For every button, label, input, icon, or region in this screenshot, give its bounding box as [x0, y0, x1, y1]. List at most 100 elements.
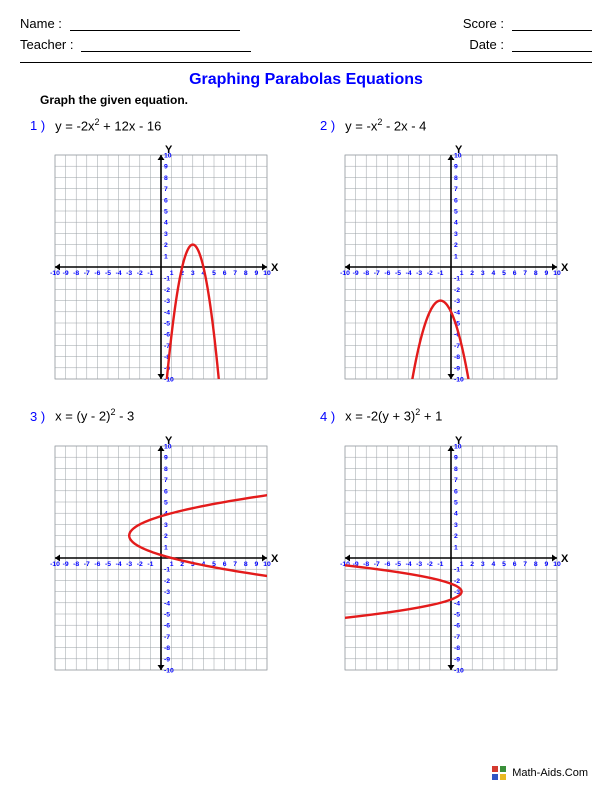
score-line[interactable] [512, 17, 592, 31]
svg-text:6: 6 [164, 198, 168, 205]
header-row-1: Name : Score : [20, 16, 592, 31]
score-label: Score : [463, 16, 504, 31]
equation-row: 4 ) x = -2(y + 3)2 + 1 [320, 407, 586, 423]
svg-text:-1: -1 [454, 566, 460, 573]
svg-text:8: 8 [454, 466, 458, 473]
coordinate-grid: -10-9-8-7-6-5-4-3-2-112345678910-10-9-8-… [331, 432, 571, 684]
teacher-field: Teacher : [20, 37, 251, 52]
svg-text:7: 7 [454, 477, 458, 484]
svg-text:-1: -1 [437, 270, 443, 277]
svg-text:6: 6 [223, 561, 227, 568]
y-axis-label: Y [165, 435, 173, 447]
svg-text:-2: -2 [164, 578, 170, 585]
coordinate-grid: -10-9-8-7-6-5-4-3-2-112345678910-10-9-8-… [41, 141, 281, 393]
svg-text:-5: -5 [395, 561, 401, 568]
svg-text:4: 4 [492, 561, 496, 568]
svg-text:-4: -4 [116, 270, 122, 277]
problem-2: 2 ) y = -x2 - 2x - 4 -10-9-8-7-6-5-4-3-2… [316, 117, 586, 393]
equation-text: x = (y - 2)2 - 3 [55, 407, 134, 423]
svg-text:5: 5 [212, 270, 216, 277]
svg-text:-9: -9 [353, 270, 359, 277]
svg-text:-5: -5 [105, 561, 111, 568]
coordinate-grid: -10-9-8-7-6-5-4-3-2-112345678910-10-9-8-… [331, 141, 571, 393]
svg-text:7: 7 [164, 477, 168, 484]
svg-text:-8: -8 [454, 645, 460, 652]
svg-text:-9: -9 [164, 656, 170, 663]
svg-text:-6: -6 [94, 270, 100, 277]
svg-text:-6: -6 [94, 561, 100, 568]
y-axis-label: Y [165, 144, 173, 156]
svg-text:4: 4 [164, 220, 168, 227]
svg-text:5: 5 [454, 209, 458, 216]
svg-text:-3: -3 [126, 270, 132, 277]
svg-text:4: 4 [454, 220, 458, 227]
svg-text:9: 9 [255, 561, 259, 568]
svg-text:3: 3 [454, 522, 458, 529]
svg-text:-3: -3 [454, 298, 460, 305]
svg-text:4: 4 [454, 510, 458, 517]
svg-text:-9: -9 [454, 366, 460, 373]
svg-text:4: 4 [492, 270, 496, 277]
footer: Math-Aids.Com [492, 766, 588, 780]
svg-text:3: 3 [481, 270, 485, 277]
svg-text:5: 5 [164, 499, 168, 506]
svg-text:7: 7 [233, 270, 237, 277]
footer-logo-icon [492, 766, 506, 780]
problem-3: 3 ) x = (y - 2)2 - 3 -10-9-8-7-6-5-4-3-2… [26, 407, 296, 683]
svg-text:-2: -2 [454, 287, 460, 294]
problem-number: 4 ) [320, 409, 335, 424]
teacher-line[interactable] [81, 38, 251, 52]
svg-text:3: 3 [454, 231, 458, 238]
svg-text:10: 10 [553, 270, 561, 277]
svg-text:-7: -7 [84, 270, 90, 277]
svg-text:-9: -9 [63, 561, 69, 568]
svg-text:6: 6 [454, 198, 458, 205]
svg-text:1: 1 [164, 544, 168, 551]
svg-text:-2: -2 [164, 287, 170, 294]
problems-grid: 1 ) y = -2x2 + 12x - 16 -10-9-8-7-6-5-4-… [20, 117, 592, 684]
name-line[interactable] [70, 17, 240, 31]
svg-text:-5: -5 [164, 611, 170, 618]
equation-row: 1 ) y = -2x2 + 12x - 16 [30, 117, 296, 133]
svg-text:-10: -10 [50, 270, 60, 277]
svg-text:-6: -6 [384, 561, 390, 568]
svg-text:9: 9 [454, 454, 458, 461]
problem-number: 2 ) [320, 118, 335, 133]
svg-text:-4: -4 [454, 310, 460, 317]
svg-text:1: 1 [460, 270, 464, 277]
svg-text:9: 9 [255, 270, 259, 277]
name-field: Name : [20, 16, 240, 31]
svg-text:-4: -4 [164, 310, 170, 317]
date-line[interactable] [512, 38, 592, 52]
svg-text:-8: -8 [73, 561, 79, 568]
equation-row: 3 ) x = (y - 2)2 - 3 [30, 407, 296, 423]
x-axis-label: X [561, 553, 569, 565]
svg-text:2: 2 [164, 242, 168, 249]
svg-text:1: 1 [170, 270, 174, 277]
date-field: Date : [469, 37, 592, 52]
svg-text:7: 7 [233, 561, 237, 568]
chart-container: -10-9-8-7-6-5-4-3-2-112345678910-10-9-8-… [26, 141, 296, 393]
chart-container: -10-9-8-7-6-5-4-3-2-112345678910-10-9-8-… [26, 432, 296, 684]
svg-text:6: 6 [513, 561, 517, 568]
problem-number: 1 ) [30, 118, 45, 133]
equation-text: y = -2x2 + 12x - 16 [55, 117, 161, 133]
svg-text:-9: -9 [63, 270, 69, 277]
svg-text:-1: -1 [164, 566, 170, 573]
svg-text:-2: -2 [137, 270, 143, 277]
svg-text:-4: -4 [116, 561, 122, 568]
svg-text:2: 2 [454, 533, 458, 540]
svg-text:1: 1 [164, 254, 168, 261]
svg-text:9: 9 [164, 164, 168, 171]
svg-text:-1: -1 [437, 561, 443, 568]
svg-text:2: 2 [470, 270, 474, 277]
x-axis-label: X [271, 262, 279, 274]
header-row-2: Teacher : Date : [20, 37, 592, 52]
svg-text:1: 1 [454, 544, 458, 551]
svg-text:-9: -9 [454, 656, 460, 663]
svg-text:-5: -5 [164, 321, 170, 328]
svg-text:7: 7 [164, 186, 168, 193]
chart-container: -10-9-8-7-6-5-4-3-2-112345678910-10-9-8-… [316, 432, 586, 684]
svg-text:-10: -10 [50, 561, 60, 568]
svg-text:10: 10 [553, 561, 561, 568]
